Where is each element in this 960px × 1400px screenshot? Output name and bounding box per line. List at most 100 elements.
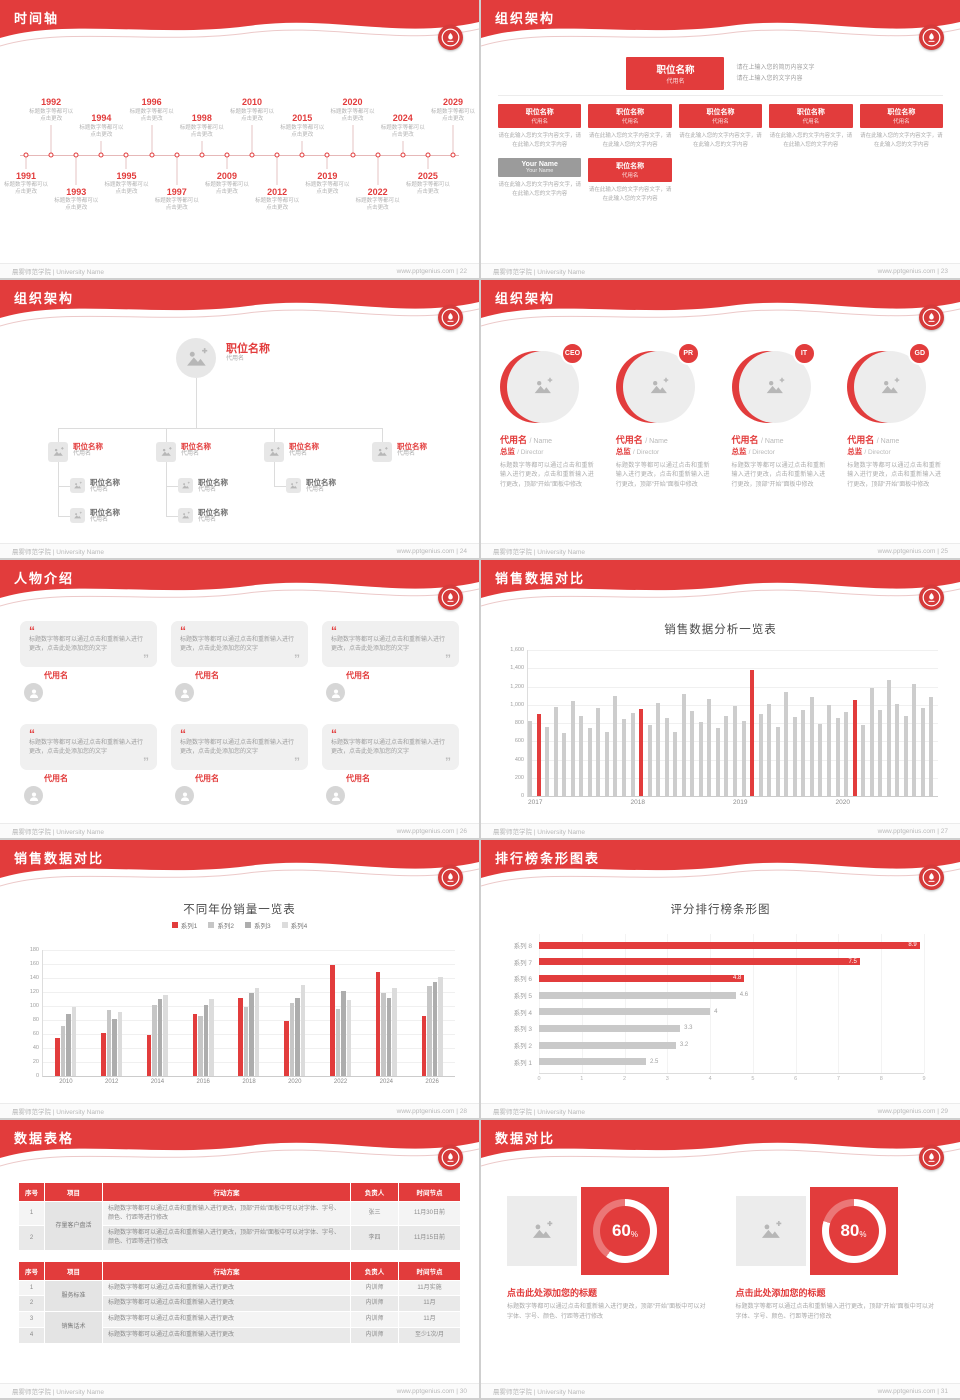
table-row: 1 存量客户盘活 标题数字等都可以通过点击和重新输入进行更改，顶部“开始”面板中可以…: [18, 1200, 461, 1251]
slide-25-org-circles[interactable]: 组织架构 CEO 代用名 / Name 总监 / Director 标题数字等都可以通…: [481, 280, 960, 558]
bar: [243, 1007, 249, 1076]
timeline-caption: 标题数字等都可以点击更改: [154, 198, 199, 212]
slide-footer: 晨雾师范学院 | University Name www.pptgenius.c…: [0, 1383, 479, 1398]
slide-29-ranking-chart[interactable]: 排行榜条形图表 评分排行榜条形图 系列 8 8.9 系列 7 7.5 系列 6 4.8 系列 …: [481, 840, 960, 1118]
position-title: 职位名称: [289, 442, 319, 451]
gridline: [752, 934, 754, 1073]
timeline-caption: 标题数字等都可以点击更改: [29, 108, 74, 122]
member-role: 总监 / Director: [731, 447, 775, 456]
person-icon: [331, 791, 340, 801]
slide-27-sales-chart[interactable]: 销售数据对比 销售数据分析一览表 0 200 400 600 800 1,000 1,200 1…: [481, 560, 960, 838]
org-column: 职位名称 代用名 请在此输入您的文字内容文字，请在此输入您的文字内容: [769, 104, 853, 149]
y-tick-label: 0: [520, 793, 524, 799]
position-alias: 代用名: [621, 119, 639, 125]
timeline-year: 2015: [292, 113, 313, 124]
timeline-dot: [375, 152, 381, 158]
timeline-stem: [326, 155, 328, 169]
footer-separator: |: [456, 1107, 458, 1115]
image-placeholder-icon: [186, 347, 207, 366]
footer-school-name: 晨雾师范学院 | University Name: [493, 829, 585, 836]
bar: [346, 1000, 352, 1076]
bar-group: [409, 950, 455, 1076]
bar: [690, 711, 695, 796]
person-avatar: [326, 786, 345, 805]
org-column: 职位名称 代用名 请在此输入您的文字内容文字，请在此输入您的文字内容: [678, 104, 763, 149]
photo-placeholder: [264, 442, 284, 462]
person-card-unit: “标题数字等都可以通过点击和重新输入进行更改，点击此处添加您的文字” 代用名: [20, 621, 157, 720]
category-label: 系列 8: [513, 943, 532, 951]
open-quote-icon: “: [331, 727, 337, 741]
bar: [844, 712, 849, 796]
position-title: 职位名称: [198, 478, 228, 487]
org-members-row: CEO 代用名 / Name 总监 / Director 标题数字等都可以通过点击和重…: [481, 332, 960, 543]
seal-emblem-icon: [441, 308, 460, 327]
timeline-item: 1996 标题数字等都可以点击更改: [128, 97, 176, 123]
timeline-caption: 标题数字等都可以点击更改: [129, 108, 174, 122]
image-placeholder-icon: [533, 1221, 553, 1238]
position-title: 职位名称: [656, 65, 695, 76]
slide-22-timeline[interactable]: 时间轴 1991 标题数字等都可以点击更改 1992 标题数字等都可以点击更改 1993…: [0, 0, 479, 278]
position-alias: 代用名: [531, 119, 548, 125]
person-card-unit: “标题数字等都可以通过点击和重新输入进行更改，点击此处添加您的文字” 代用名: [322, 621, 459, 720]
connector-line: [196, 378, 197, 428]
position-alias: 代用名: [666, 79, 685, 85]
timeline-dot: [23, 152, 29, 158]
timeline-item: 1995 标题数字等都可以点击更改: [102, 171, 150, 197]
cell-time: 11月15日前: [398, 1225, 461, 1251]
bar: [289, 1003, 295, 1076]
timeline-dot: [224, 152, 230, 158]
footer-site-page: www.pptgenius.com | 28: [397, 1108, 467, 1115]
x-tick-label: 2018: [630, 799, 645, 806]
table-header-row: 序号 项目 行动方案 负责人 时间节点: [18, 1182, 461, 1202]
slide-26-people[interactable]: 人物介绍 “标题数字等都可以通过点击和重新输入进行更改，点击此处添加您的文字” 代…: [0, 560, 479, 838]
footer-site: www.pptgenius.com: [396, 267, 455, 275]
x-tick-label: 2016: [196, 1079, 210, 1085]
timeline-item: 2012 标题数字等都可以点击更改: [253, 187, 301, 213]
bar: [664, 717, 669, 796]
slide-footer: 晨雾师范学院 | University Name www.pptgenius.c…: [481, 1383, 960, 1398]
bar: [784, 691, 789, 796]
timeline-year: 2019: [317, 171, 338, 181]
header-wave-band: [481, 0, 960, 54]
slide-23-org-boxes[interactable]: 组织架构 职位名称 代用名 请在上输入您的简历内容文字 请在上输入您的文字内容 职位名称…: [481, 0, 960, 278]
slide-title: 人物介绍: [14, 571, 75, 586]
gridline: [528, 650, 938, 651]
table-row: 2 标题数字等都可以通过点击和重新输入进行更改 内训师 11月: [18, 1295, 461, 1313]
footer-school-name: 晨雾师范学院 | University Name: [12, 1389, 104, 1396]
connector-line: [166, 515, 178, 517]
connector-line: [58, 428, 59, 442]
logo-badge-icon: [919, 865, 944, 890]
position-box-main: 职位名称 代用名: [626, 57, 725, 90]
column-header: 项目: [44, 1182, 103, 1202]
timeline-dot: [350, 152, 356, 158]
member-role: 总监 / Director: [615, 447, 660, 456]
chart-legend: 系列1 系列2 系列3 系列4: [0, 920, 479, 930]
footer-site: www.pptgenius.com: [396, 1387, 455, 1395]
cell-owner: 内训师: [350, 1295, 399, 1313]
bar: [621, 719, 626, 796]
bar: [596, 708, 601, 796]
bar: [715, 728, 720, 796]
person-icon: [29, 688, 38, 698]
footer-site: www.pptgenius.com: [396, 547, 455, 555]
cell-project: 销售话术: [44, 1311, 103, 1344]
wave-shape: [0, 280, 479, 327]
member-name: 代用名 / Name: [731, 435, 784, 445]
timeline-caption: 标题数字等都可以点击更改: [380, 124, 425, 138]
bar: [698, 722, 703, 796]
slide-28-grouped-chart[interactable]: 销售数据对比 不同年份销量一览表 系列1 系列2 系列3 系列4 0 20 40 60 80 100…: [0, 840, 479, 1118]
percent-number: 80: [840, 1221, 860, 1240]
slide-24-org-tree[interactable]: 组织架构 职位名称 代用名 职位名称 代用名 职位名称 代用名 职位名称 代用名 职位名称 代用名…: [0, 280, 479, 558]
footer-page-number: 25: [940, 547, 948, 555]
bar: [335, 1008, 341, 1076]
slide-30-data-tables[interactable]: 数据表格 序号 项目 行动方案 负责人 时间节点 1 存量客户盘活 标题数字等都可以通过点击和…: [0, 1120, 479, 1398]
open-quote-icon: “: [180, 624, 186, 638]
slide-31-data-compare[interactable]: 数据对比 60% 点击此处添加您的标题 标题数字等都可以通过点击和重新输入进行更改，…: [481, 1120, 960, 1398]
connector-line: [274, 462, 275, 486]
column-header: 负责人: [350, 1260, 399, 1281]
legend-item: 系列2: [208, 920, 234, 930]
donut-chart: 60%: [593, 1199, 657, 1263]
org-subnode: 职位名称 代用名: [178, 508, 228, 524]
person-avatar: [175, 683, 194, 702]
timeline-caption: 标题数字等都可以点击更改: [179, 124, 224, 138]
